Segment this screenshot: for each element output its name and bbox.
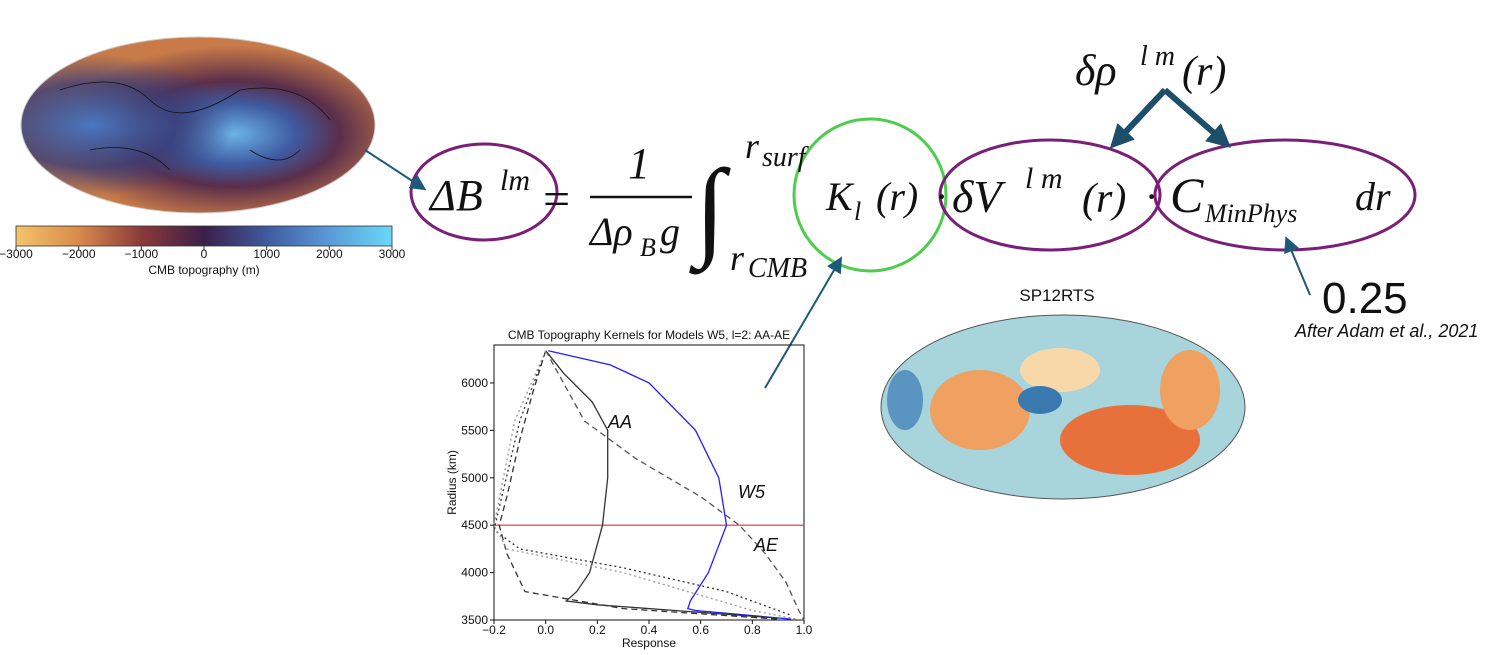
tomography-map xyxy=(880,314,1246,500)
x-tick-label: −0.2 xyxy=(482,623,506,637)
series-label: AA xyxy=(607,412,632,432)
eq-term: B xyxy=(640,233,656,262)
y-tick-label: 5000 xyxy=(461,471,488,485)
eq-term: Δρ xyxy=(588,209,633,254)
series-label: W5 xyxy=(738,482,766,502)
x-tick-label: 3000 xyxy=(379,247,406,261)
eq-term: lm xyxy=(500,164,530,197)
x-axis-label: CMB topography (m) xyxy=(148,263,259,277)
eq-term: l m xyxy=(1140,41,1175,72)
y-tick-label: 3500 xyxy=(461,613,488,627)
citation: After Adam et al., 2021 xyxy=(1294,321,1478,341)
eq-term: (r) xyxy=(876,174,918,219)
eq-term: l m xyxy=(1025,162,1063,195)
eq-term: 1 xyxy=(628,139,650,188)
eq-term: K xyxy=(825,174,855,219)
eq-term: dr xyxy=(1355,174,1391,219)
eq-term: = xyxy=(540,173,572,226)
arrows xyxy=(364,87,1311,389)
kernel-line xyxy=(548,350,792,620)
y-tick-label: 4500 xyxy=(461,518,488,532)
y-tick-label: 5500 xyxy=(461,423,488,437)
y-tick-label: 6000 xyxy=(461,376,488,390)
kernel-line xyxy=(498,350,779,620)
map-title: SP12RTS xyxy=(1019,286,1094,305)
eq-term: r xyxy=(745,126,760,166)
kernel-line xyxy=(545,350,805,621)
topography-map xyxy=(20,36,376,214)
x-tick-label: 2000 xyxy=(316,247,343,261)
y-axis-label: Radius (km) xyxy=(445,450,459,515)
x-tick-label: 0.2 xyxy=(589,623,606,637)
x-tick-label: 0.6 xyxy=(692,623,709,637)
factor: 0.25 xyxy=(1322,274,1408,323)
eq-term: g xyxy=(660,209,680,254)
chart-title: CMB Topography Kernels for Models W5, l=… xyxy=(508,328,790,342)
eq-term: CMB xyxy=(748,253,807,284)
x-tick-label: 0.4 xyxy=(641,623,658,637)
kernel-line xyxy=(493,350,797,620)
x-tick-label: 1000 xyxy=(253,247,280,261)
equation: ΔB lm = 1 Δρ B g ∫ r surf r CMB K l (r) … xyxy=(428,41,1391,284)
x-tick-label: 1.0 xyxy=(796,623,813,637)
eq-term: ∫ xyxy=(689,147,731,275)
colorbar xyxy=(15,225,393,247)
eq-term: δV xyxy=(952,171,1006,222)
kernel-line xyxy=(545,350,779,619)
eq-term: (r) xyxy=(1182,49,1226,95)
x-axis-label: Response xyxy=(622,636,676,650)
series-label: AE xyxy=(753,535,779,555)
x-tick-label: 0.0 xyxy=(537,623,554,637)
y-tick-label: 4000 xyxy=(461,566,488,580)
x-tick-label: 0.8 xyxy=(744,623,761,637)
x-tick-label: −1000 xyxy=(124,247,158,261)
x-tick-label: 0 xyxy=(201,247,208,261)
eq-term: C xyxy=(1170,167,1204,223)
eq-term: l xyxy=(854,197,861,226)
x-tick-label: −2000 xyxy=(62,247,96,261)
eq-term: surf xyxy=(762,142,809,173)
eq-term: δρ xyxy=(1075,46,1117,95)
x-tick-label: −3000 xyxy=(0,247,33,261)
eq-term: · xyxy=(936,174,946,219)
eq-term: MinPhys xyxy=(1204,199,1297,228)
eq-term: ΔB xyxy=(428,171,483,220)
eq-term: r xyxy=(730,238,745,278)
eq-term: (r) xyxy=(1082,176,1126,222)
eq-term: · xyxy=(1146,174,1156,219)
